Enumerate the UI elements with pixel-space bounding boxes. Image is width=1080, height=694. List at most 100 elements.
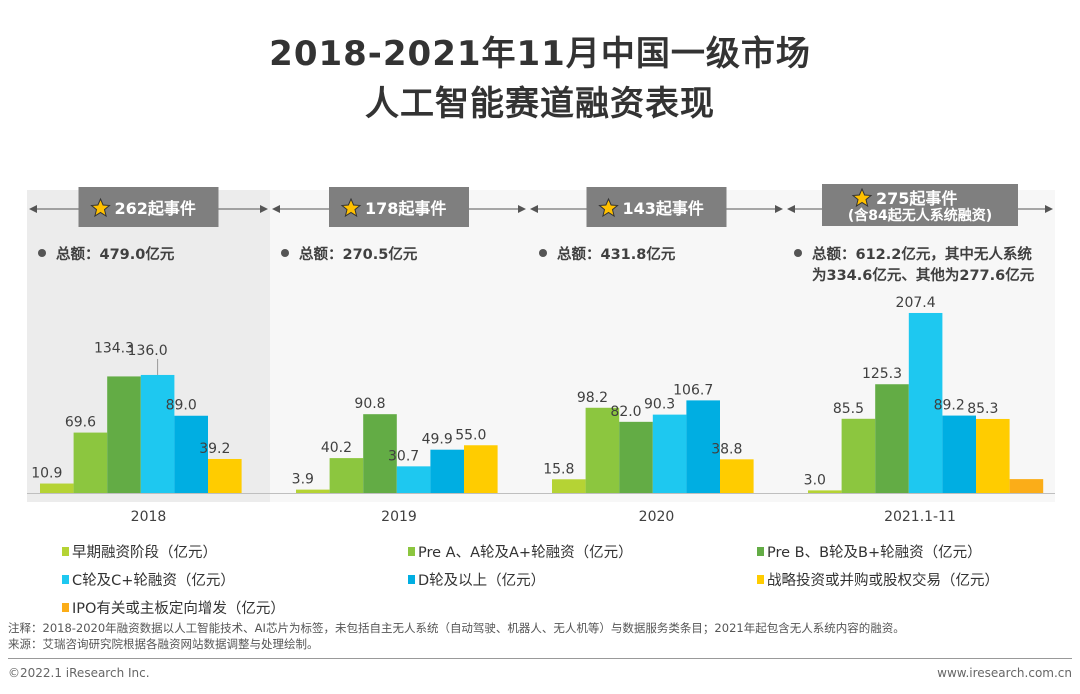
- arrow-right-icon: [775, 205, 783, 213]
- star-icon: [598, 197, 619, 218]
- legend-item: D轮及以上（亿元）: [408, 569, 545, 590]
- bar: [174, 415, 208, 493]
- total-amount-label: 总额：431.8亿元: [557, 245, 676, 263]
- data-label: 207.4: [896, 295, 936, 311]
- bar: [430, 449, 464, 493]
- bar: [552, 479, 586, 493]
- arrow-left-icon: [530, 205, 538, 213]
- data-label: 3.9: [292, 472, 314, 488]
- bar: [808, 490, 842, 493]
- category-label: 2021.1-11: [884, 509, 956, 525]
- bar: [464, 445, 498, 493]
- data-label: 90.8: [354, 396, 385, 412]
- event-count-box: [822, 184, 1018, 226]
- event-count-label: 143起事件: [623, 199, 704, 218]
- data-label: 98.2: [577, 390, 608, 406]
- bar: [107, 376, 141, 493]
- total-amount-label: 总额：479.0亿元: [56, 245, 175, 263]
- legend-swatch: [62, 603, 69, 612]
- legend-item: C轮及C+轮融资（亿元）: [62, 569, 235, 590]
- arrow-right-icon: [518, 205, 526, 213]
- data-label: 90.3: [644, 397, 675, 413]
- star-icon: [90, 197, 111, 218]
- chart-title-line1: 2018-2021年11月中国一级市场: [269, 34, 811, 74]
- copyright: ©2022.1 iResearch Inc.: [8, 666, 150, 680]
- data-label: 69.6: [65, 415, 96, 431]
- category-label: 2020: [639, 509, 675, 525]
- data-label: 10.9: [31, 466, 62, 482]
- bar: [720, 459, 754, 493]
- data-label: 89.2: [934, 398, 965, 414]
- legend-label: 早期融资阶段（亿元）: [72, 545, 217, 561]
- arrow-left-icon: [272, 205, 280, 213]
- bar: [296, 489, 330, 493]
- event-count-sublabel: (含84起无人系统融资): [848, 207, 992, 224]
- legend-label: IPO有关或主板定向增发（亿元）: [72, 601, 285, 617]
- arrow-right-icon: [1045, 205, 1053, 213]
- bar: [208, 458, 242, 493]
- data-label: 40.2: [321, 440, 352, 456]
- data-label: 55.0: [455, 427, 486, 443]
- bar: [976, 418, 1010, 493]
- data-label: 85.5: [833, 401, 864, 417]
- data-label: 15.8: [543, 461, 574, 477]
- legend-item: 早期融资阶段（亿元）: [62, 541, 217, 562]
- bar: [686, 400, 720, 493]
- star-icon: [851, 187, 873, 208]
- legend-swatch: [408, 547, 415, 556]
- event-count-label: 262起事件: [115, 199, 196, 218]
- arrow-right-icon: [260, 205, 268, 213]
- legend-swatch: [62, 575, 69, 584]
- data-label: 106.7: [673, 382, 713, 398]
- bullet-icon: [539, 249, 547, 257]
- legend-swatch: [62, 547, 69, 556]
- bar: [329, 458, 364, 493]
- arrow-left-icon: [787, 205, 795, 213]
- category-label: 2019: [381, 509, 417, 525]
- legend-swatch: [757, 547, 764, 556]
- data-label: 49.9: [422, 432, 453, 448]
- data-label: 30.7: [388, 448, 419, 464]
- legend-label: Pre A、A轮及A+轮融资（亿元）: [418, 545, 633, 561]
- data-label: 134.3: [94, 340, 134, 356]
- legend-item: Pre B、B轮及B+轮融资（亿元）: [757, 541, 982, 562]
- bar: [40, 483, 74, 493]
- legend-label: D轮及以上（亿元）: [418, 573, 546, 589]
- arrow-left-icon: [29, 205, 37, 213]
- footer-divider: [8, 658, 1072, 659]
- legend-swatch: [408, 575, 415, 584]
- legend-label: C轮及C+轮融资（亿元）: [72, 573, 235, 589]
- total-amount-label: 为334.6亿元、其他为277.6亿元: [812, 266, 1035, 284]
- source-note: 来源：艾瑞咨询研究院根据各融资网站数据调整与处理绘制。: [8, 637, 319, 651]
- chart-title-line2: 人工智能赛道融资表现: [365, 84, 715, 124]
- legend-swatch: [757, 575, 764, 584]
- event-count-label: 275起事件: [876, 189, 957, 208]
- website: www.iresearch.com.cn: [937, 666, 1072, 680]
- event-count-label: 178起事件: [365, 199, 446, 218]
- footnote: 注释：2018-2020年融资数据以人工智能技术、AI芯片为标签，未包括自主无人…: [8, 621, 905, 635]
- star-icon: [340, 197, 362, 218]
- bullet-icon: [281, 249, 289, 257]
- total-amount-label: 总额：270.5亿元: [299, 245, 418, 263]
- legend-item: IPO有关或主板定向增发（亿元）: [62, 597, 285, 618]
- data-label: 3.0: [804, 472, 826, 488]
- bar: [619, 421, 653, 493]
- legend-label: Pre B、B轮及B+轮融资（亿元）: [767, 545, 982, 561]
- data-label: 85.3: [967, 401, 998, 417]
- bar: [652, 414, 687, 493]
- bar: [875, 384, 909, 493]
- data-label: 38.8: [711, 441, 742, 457]
- data-label: 39.2: [199, 441, 230, 457]
- data-label: 125.3: [862, 366, 902, 382]
- bar: [908, 312, 943, 493]
- data-label: 82.0: [610, 404, 641, 420]
- data-label: 89.0: [166, 398, 197, 414]
- data-label: 136.0: [128, 343, 168, 359]
- bullet-icon: [794, 249, 802, 257]
- total-amount-label: 总额：612.2亿元，其中无人系统: [812, 245, 1032, 263]
- bar: [942, 415, 976, 493]
- bar: [585, 407, 620, 493]
- bar: [841, 418, 876, 493]
- category-label: 2018: [131, 509, 167, 525]
